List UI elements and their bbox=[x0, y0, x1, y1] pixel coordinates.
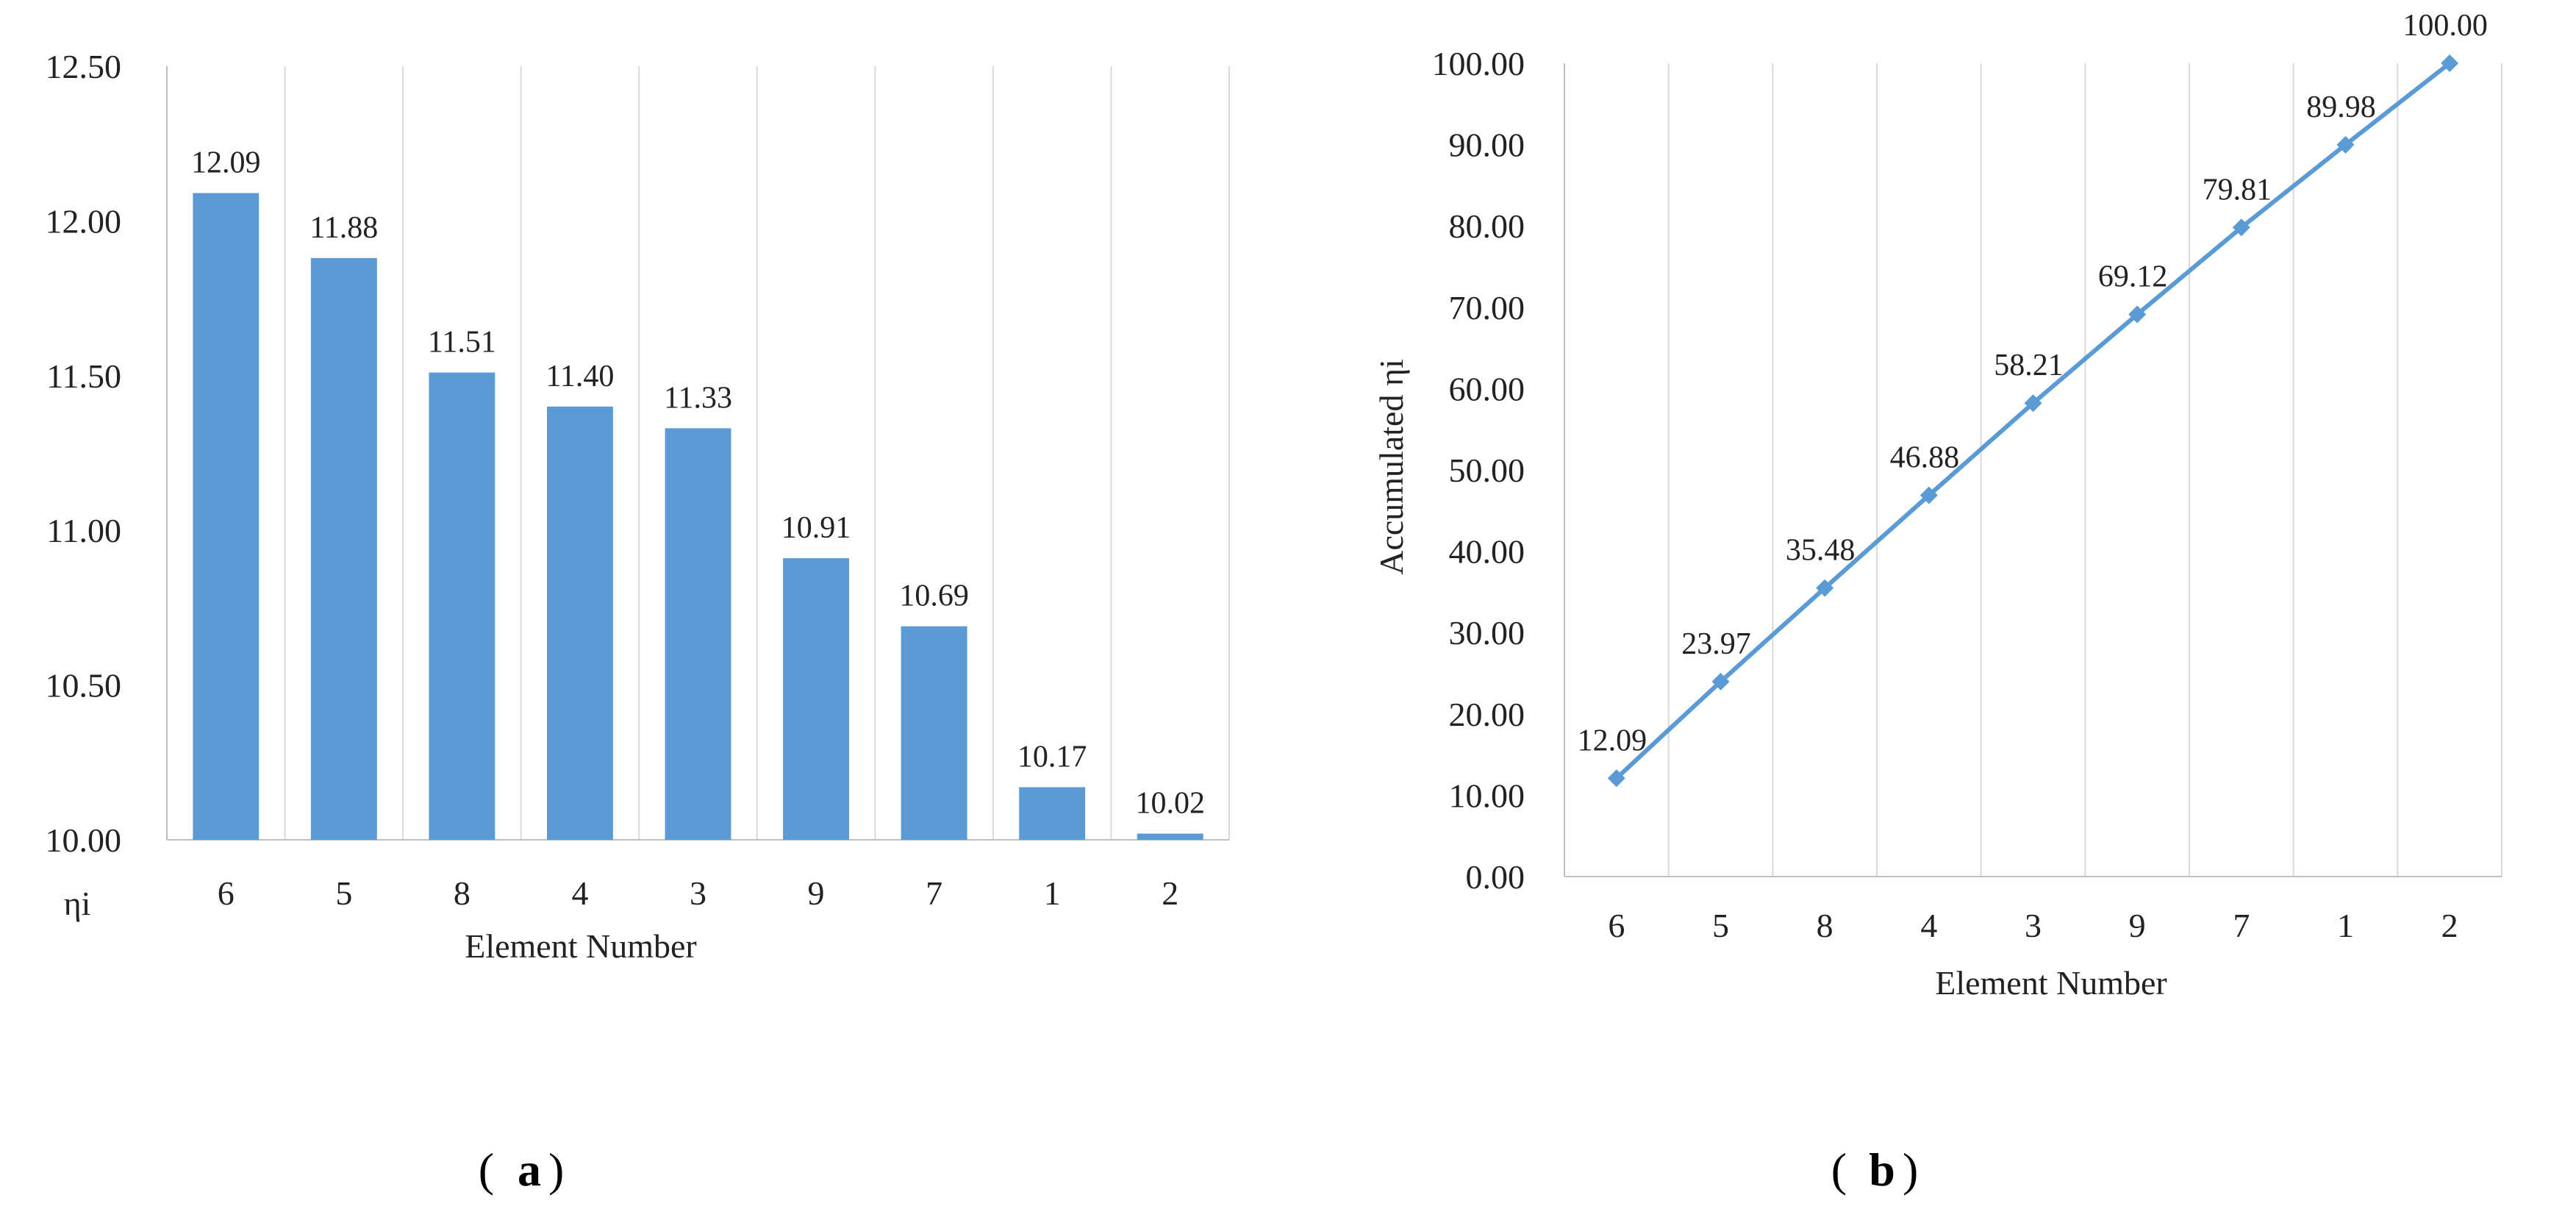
y-tick-label: 90.00 bbox=[1449, 126, 1525, 164]
data-label: 69.12 bbox=[2098, 260, 2168, 294]
x-tick-label: 4 bbox=[571, 874, 588, 912]
bar bbox=[193, 193, 260, 840]
y-tick-label: 80.00 bbox=[1449, 207, 1525, 245]
bar bbox=[665, 428, 731, 840]
x-tick-label: 8 bbox=[1817, 907, 1833, 944]
bar bbox=[429, 372, 495, 840]
data-label: 12.09 bbox=[1578, 724, 1647, 757]
panel-b-letter: b bbox=[1869, 1144, 1895, 1196]
data-label: 10.17 bbox=[1017, 740, 1087, 774]
y-tick-label: 30.00 bbox=[1449, 614, 1525, 652]
data-label: 11.40 bbox=[545, 360, 614, 393]
y-tick-label: 11.00 bbox=[46, 512, 121, 549]
bar bbox=[901, 626, 967, 840]
data-label: 11.33 bbox=[664, 381, 732, 415]
data-label: 11.51 bbox=[428, 326, 496, 360]
chart-a-data-labels: 12.09 11.88 11.51 11.40 11.33 10.91 10.69 10.17… bbox=[191, 146, 1205, 821]
svg-text:): ) bbox=[548, 1144, 564, 1196]
chart-b-y-axis-label: Accumulated ηi bbox=[1373, 359, 1410, 575]
chart-b-data-labels: 12.09 23.97 35.48 46.88 58.21 69.12 79.81 89.98… bbox=[1578, 9, 2488, 757]
chart-b-gridlines bbox=[1667, 63, 2502, 877]
chart-a-x-axis-label: Element Number bbox=[465, 927, 697, 965]
chart-b-x-tick-labels: 6 5 8 4 3 9 7 1 2 bbox=[1608, 907, 2458, 944]
x-tick-label: 8 bbox=[454, 874, 471, 912]
y-tick-label: 10.00 bbox=[1449, 777, 1525, 814]
x-tick-label: 7 bbox=[926, 874, 942, 912]
chart-a-bars bbox=[193, 193, 1203, 840]
chart-a-gridlines bbox=[284, 66, 1230, 840]
data-label: 11.88 bbox=[310, 211, 378, 245]
data-point bbox=[1607, 769, 1625, 788]
panel-b-caption: ( b ) bbox=[1831, 1144, 1919, 1196]
chart-b-markers bbox=[1607, 54, 2459, 788]
data-label: 58.21 bbox=[1994, 349, 2064, 382]
y-tick-label: 10.00 bbox=[46, 821, 122, 859]
y-tick-label: 10.50 bbox=[46, 667, 122, 704]
data-point bbox=[2232, 218, 2250, 237]
chart-a-x-tick-labels: 6 5 8 4 3 9 7 1 2 bbox=[218, 874, 1178, 912]
y-tick-label: 70.00 bbox=[1449, 289, 1525, 327]
svg-text:(: ( bbox=[1831, 1144, 1847, 1196]
data-point bbox=[1711, 672, 1730, 691]
bar bbox=[783, 558, 850, 840]
data-label: 35.48 bbox=[1786, 534, 1856, 568]
data-label: 100.00 bbox=[2403, 9, 2488, 43]
y-tick-label: 100.00 bbox=[1432, 45, 1525, 82]
y-tick-label: 50.00 bbox=[1449, 452, 1525, 489]
chart-b-x-axis-label: Element Number bbox=[1935, 964, 2167, 1002]
svg-text:(: ( bbox=[479, 1144, 494, 1196]
data-label: 79.81 bbox=[2203, 173, 2272, 207]
x-tick-label: 5 bbox=[335, 874, 352, 912]
series-line bbox=[1614, 61, 2452, 780]
y-tick-label: 11.50 bbox=[46, 357, 121, 395]
x-tick-label: 2 bbox=[1162, 874, 1178, 912]
data-label: 89.98 bbox=[2306, 90, 2376, 124]
chart-b-line: 12.09 23.97 35.48 46.88 58.21 69.12 79.81 89.98… bbox=[1373, 9, 2502, 1002]
bar bbox=[546, 406, 613, 840]
chart-b-series-line bbox=[1614, 61, 2452, 780]
bar bbox=[310, 257, 377, 840]
x-tick-label: 7 bbox=[2233, 907, 2250, 944]
chart-b-y-tick-labels: 0.00 10.00 20.00 30.00 40.00 50.00 60.00 70.00 8… bbox=[1432, 45, 1525, 896]
data-point bbox=[2024, 394, 2042, 413]
data-label: 46.88 bbox=[1890, 441, 1960, 475]
svg-text:): ) bbox=[1903, 1144, 1918, 1196]
data-label: 10.02 bbox=[1135, 787, 1205, 821]
x-tick-label: 5 bbox=[1712, 907, 1729, 944]
data-label: 10.91 bbox=[781, 511, 851, 545]
data-label: 23.97 bbox=[1681, 627, 1751, 661]
x-tick-label: 6 bbox=[218, 874, 235, 912]
data-label: 10.69 bbox=[899, 579, 969, 613]
data-point bbox=[2128, 305, 2147, 324]
panel-a-letter: a bbox=[518, 1144, 541, 1196]
panel-a-caption: ( a ) bbox=[479, 1144, 565, 1196]
y-tick-label: 0.00 bbox=[1466, 858, 1525, 896]
bar bbox=[1137, 833, 1203, 840]
data-point bbox=[2336, 135, 2355, 154]
chart-a-y-axis-label: ηi bbox=[64, 885, 91, 922]
x-tick-label: 2 bbox=[2441, 907, 2458, 944]
data-label: 12.09 bbox=[191, 146, 261, 180]
data-point bbox=[2441, 54, 2459, 72]
x-tick-label: 3 bbox=[2025, 907, 2042, 944]
x-tick-label: 4 bbox=[1920, 907, 1937, 944]
y-tick-label: 20.00 bbox=[1449, 696, 1525, 733]
x-tick-label: 9 bbox=[2129, 907, 2146, 944]
data-point bbox=[1816, 579, 1834, 597]
x-tick-label: 1 bbox=[2337, 907, 2354, 944]
y-tick-label: 60.00 bbox=[1449, 370, 1525, 407]
y-tick-label: 12.00 bbox=[46, 202, 122, 240]
x-tick-label: 3 bbox=[690, 874, 706, 912]
bar bbox=[1019, 787, 1086, 840]
y-tick-label: 40.00 bbox=[1449, 533, 1525, 571]
x-tick-label: 1 bbox=[1044, 874, 1061, 912]
chart-a-y-tick-labels: 10.00 10.50 11.00 11.50 12.00 12.50 bbox=[46, 48, 122, 859]
x-tick-label: 6 bbox=[1608, 907, 1625, 944]
x-tick-label: 9 bbox=[808, 874, 825, 912]
chart-b-axes bbox=[1564, 63, 2502, 877]
data-point bbox=[1920, 486, 1938, 504]
y-tick-label: 12.50 bbox=[46, 48, 122, 85]
chart-a-bar: 12.09 11.88 11.51 11.40 11.33 10.91 10.69 10.17… bbox=[46, 48, 1230, 965]
